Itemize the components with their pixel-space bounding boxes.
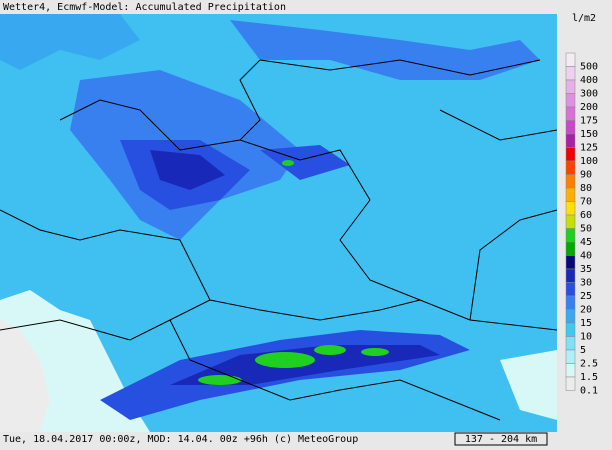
legend-swatch (565, 309, 576, 324)
legend-swatch (565, 268, 576, 283)
legend-swatch (565, 147, 576, 162)
legend-swatch (565, 174, 576, 189)
legend-label: 100 (580, 156, 598, 167)
legend-swatch (565, 133, 576, 148)
legend-label: 40 (580, 251, 592, 262)
green-blob (255, 352, 315, 368)
legend-swatch (565, 187, 576, 202)
legend-swatch (565, 363, 576, 378)
borders (0, 59, 558, 421)
legend-label: 300 (580, 89, 598, 100)
no-rain-area (0, 320, 50, 432)
legend-swatch (565, 336, 576, 351)
legend-swatch (565, 295, 576, 310)
legend-label: 175 (580, 116, 598, 127)
legend-swatch (565, 282, 576, 297)
legend-label: 200 (580, 102, 598, 113)
legend-label: 5 (580, 345, 586, 356)
legend-swatch (565, 79, 576, 94)
legend-swatch (565, 120, 576, 135)
legend-label: 1.5 (580, 372, 598, 383)
legend-label: 15 (580, 318, 592, 329)
legend-swatch (565, 106, 576, 121)
legend-swatch (565, 52, 576, 67)
scale-box (454, 432, 548, 446)
legend-label: 30 (580, 278, 592, 289)
footer-scale: 137 - 204 km (465, 434, 537, 445)
legend-label: 35 (580, 264, 592, 275)
legend-label: 50 (580, 224, 592, 235)
legend-label: 125 (580, 143, 598, 154)
legend-label: 2.5 (580, 359, 598, 370)
legend-swatch (565, 322, 576, 337)
legend-swatch (565, 349, 576, 364)
legend-label: 400 (580, 75, 598, 86)
legend-label: 0.1 (580, 386, 598, 397)
legend-label: 60 (580, 210, 592, 221)
sea-area (0, 14, 140, 70)
legend-swatch (565, 241, 576, 256)
legend-swatch (565, 201, 576, 216)
legend-swatch (565, 160, 576, 175)
dry-area-east (500, 350, 557, 420)
green-blob (314, 345, 346, 355)
legend: 500 400 300 200 175 150 125 100 90 80 70 60 50 45 40 35… (565, 52, 598, 397)
green-blob (198, 375, 242, 385)
legend-label: 20 (580, 305, 592, 316)
legend-swatch (565, 214, 576, 229)
legend-label: 45 (580, 237, 592, 248)
legend-label: 10 (580, 332, 592, 343)
legend-unit: l/m2 (572, 13, 596, 24)
legend-label: 150 (580, 129, 598, 140)
green-blob (361, 348, 389, 356)
footer-info: Tue, 18.04.2017 00:00z, MOD: 14.04. 00z … (3, 434, 358, 445)
legend-label: 90 (580, 170, 592, 181)
map (0, 14, 558, 432)
legend-swatch (565, 93, 576, 108)
legend-swatch (565, 66, 576, 81)
legend-label: 25 (580, 291, 592, 302)
legend-label: 500 (580, 62, 598, 73)
legend-label: 70 (580, 197, 592, 208)
green-blob (282, 160, 294, 166)
legend-swatch (565, 228, 576, 243)
legend-swatch (565, 376, 576, 391)
rain-heavy (150, 150, 225, 190)
rain-north (230, 20, 540, 80)
legend-label: 80 (580, 183, 592, 194)
legend-swatch (565, 255, 576, 270)
header-title: Wetter4, Ecmwf-Model: Accumulated Precip… (3, 2, 286, 13)
